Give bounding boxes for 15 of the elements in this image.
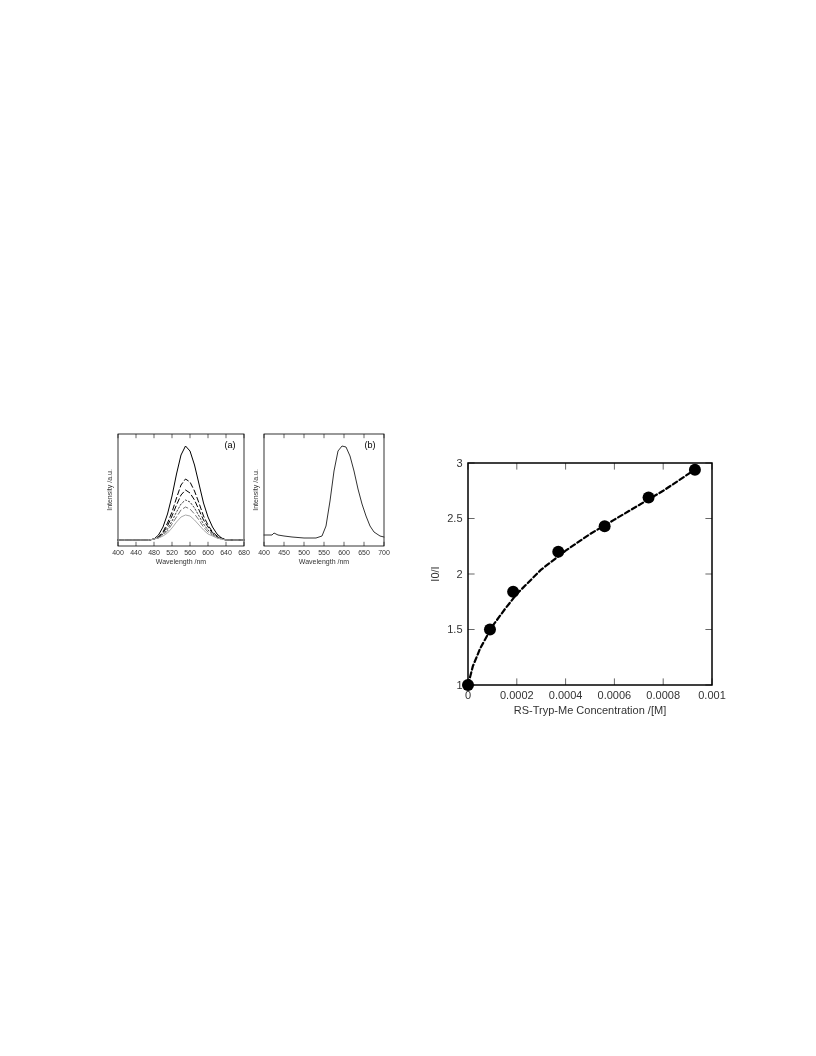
annotation: (a) xyxy=(224,440,236,450)
y-tick-label: 1.5 xyxy=(447,623,463,636)
x-axis-title: RS-Tryp-Me Concentration /[M] xyxy=(513,703,667,716)
x-tick-label: 0.0006 xyxy=(597,689,632,702)
y-axis-title: I0/I xyxy=(429,566,442,582)
x-tick-label: 0.0004 xyxy=(548,689,583,702)
x-tick-label: 0.0008 xyxy=(646,689,681,702)
y-tick-label: 2 xyxy=(456,567,463,580)
y-tick-label: 2.5 xyxy=(447,512,463,525)
y-tick-label: 3 xyxy=(456,456,463,469)
x-tick-label: 0 xyxy=(464,689,472,702)
x-tick-label: 0.0002 xyxy=(499,689,534,702)
y-tick-label: 1 xyxy=(456,678,463,691)
annotation: (b) xyxy=(364,440,376,450)
x-tick-label: 0.001 xyxy=(698,689,726,702)
